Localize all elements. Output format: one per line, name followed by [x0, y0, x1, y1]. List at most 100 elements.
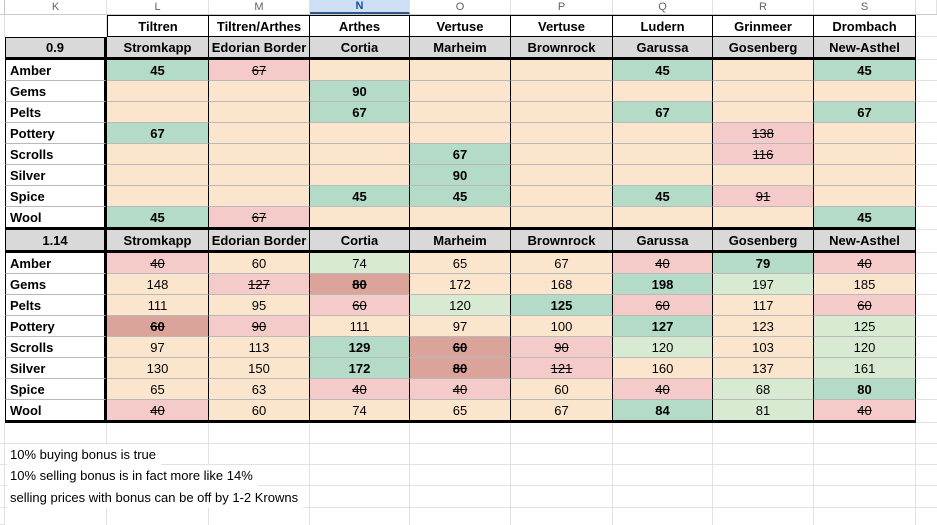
price-cell[interactable]: 60 — [209, 400, 310, 423]
empty-price-cell[interactable] — [814, 123, 916, 144]
column-header-R[interactable]: R — [713, 0, 814, 14]
price-cell[interactable]: 148 — [107, 274, 209, 295]
price-cell[interactable]: 67 — [107, 123, 209, 144]
empty-price-cell[interactable] — [511, 165, 613, 186]
region-cell[interactable]: Tiltren — [107, 15, 209, 37]
price-cell[interactable]: 137 — [713, 358, 814, 379]
region-cell[interactable]: Vertuse — [410, 15, 511, 37]
price-cell[interactable]: 111 — [310, 316, 410, 337]
empty-cell[interactable] — [713, 465, 814, 486]
city-header-cell[interactable]: New-Asthel — [814, 37, 916, 60]
city-header-cell[interactable]: Marheim — [410, 230, 511, 253]
empty-cell[interactable] — [511, 423, 613, 444]
empty-price-cell[interactable] — [107, 102, 209, 123]
empty-cell[interactable] — [814, 465, 916, 486]
good-label-cell[interactable]: Pelts — [5, 295, 107, 316]
empty-cell[interactable] — [814, 444, 916, 465]
price-cell[interactable]: 103 — [713, 337, 814, 358]
empty-price-cell[interactable] — [511, 144, 613, 165]
city-header-cell[interactable]: Brownrock — [511, 230, 613, 253]
price-cell[interactable]: 60 — [511, 379, 613, 400]
empty-cell[interactable] — [410, 444, 511, 465]
city-header-cell[interactable]: Edorian Border — [209, 37, 310, 60]
empty-price-cell[interactable] — [209, 165, 310, 186]
good-label-cell[interactable]: Amber — [5, 60, 107, 81]
price-cell[interactable]: 40 — [107, 253, 209, 274]
price-cell[interactable]: 80 — [814, 379, 916, 400]
price-cell[interactable]: 68 — [713, 379, 814, 400]
empty-price-cell[interactable] — [511, 81, 613, 102]
empty-price-cell[interactable] — [209, 81, 310, 102]
column-header-Q[interactable]: Q — [613, 0, 713, 14]
price-cell[interactable]: 67 — [310, 102, 410, 123]
city-header-cell[interactable]: Cortia — [310, 230, 410, 253]
price-cell[interactable]: 40 — [814, 253, 916, 274]
city-header-cell[interactable]: Gosenberg — [713, 37, 814, 60]
price-cell[interactable]: 97 — [107, 337, 209, 358]
empty-price-cell[interactable] — [107, 81, 209, 102]
empty-price-cell[interactable] — [814, 81, 916, 102]
empty-price-cell[interactable] — [713, 81, 814, 102]
empty-cell[interactable] — [613, 486, 713, 508]
price-cell[interactable]: 67 — [410, 144, 511, 165]
empty-cell[interactable] — [107, 508, 209, 525]
city-header-cell[interactable]: Brownrock — [511, 37, 613, 60]
region-cell[interactable]: Drombach — [814, 15, 916, 37]
empty-price-cell[interactable] — [814, 165, 916, 186]
price-cell[interactable]: 45 — [310, 186, 410, 207]
price-cell[interactable]: 120 — [814, 337, 916, 358]
empty-price-cell[interactable] — [814, 144, 916, 165]
price-cell[interactable]: 185 — [814, 274, 916, 295]
price-cell[interactable]: 121 — [511, 358, 613, 379]
column-header-N[interactable]: N — [310, 0, 410, 14]
empty-cell[interactable] — [5, 15, 107, 37]
empty-price-cell[interactable] — [209, 144, 310, 165]
empty-cell[interactable] — [5, 508, 107, 525]
empty-price-cell[interactable] — [613, 123, 713, 144]
price-cell[interactable]: 84 — [613, 400, 713, 423]
empty-price-cell[interactable] — [511, 102, 613, 123]
empty-cell[interactable] — [713, 444, 814, 465]
city-header-cell[interactable]: Stromkapp — [107, 230, 209, 253]
empty-cell[interactable] — [410, 508, 511, 525]
empty-cell[interactable] — [209, 508, 310, 525]
good-label-cell[interactable]: Spice — [5, 186, 107, 207]
column-header-M[interactable]: M — [209, 0, 310, 14]
empty-price-cell[interactable] — [713, 207, 814, 230]
note-text[interactable]: selling prices with bonus can be off by … — [7, 486, 304, 508]
empty-price-cell[interactable] — [613, 144, 713, 165]
price-cell[interactable]: 81 — [713, 400, 814, 423]
column-header-S[interactable]: S — [814, 0, 916, 14]
price-cell[interactable]: 67 — [511, 253, 613, 274]
good-label-cell[interactable]: Wool — [5, 207, 107, 230]
empty-price-cell[interactable] — [410, 123, 511, 144]
price-cell[interactable]: 123 — [713, 316, 814, 337]
empty-cell[interactable] — [814, 486, 916, 508]
price-cell[interactable]: 97 — [410, 316, 511, 337]
empty-price-cell[interactable] — [410, 207, 511, 230]
column-header-K[interactable]: K — [5, 0, 107, 14]
price-cell[interactable]: 90 — [511, 337, 613, 358]
empty-cell[interactable] — [814, 508, 916, 525]
price-cell[interactable]: 160 — [613, 358, 713, 379]
empty-price-cell[interactable] — [613, 81, 713, 102]
empty-cell[interactable] — [511, 444, 613, 465]
price-cell[interactable]: 80 — [310, 274, 410, 295]
price-cell[interactable]: 40 — [814, 400, 916, 423]
column-header-L[interactable]: L — [107, 0, 209, 14]
city-header-cell[interactable]: Marheim — [410, 37, 511, 60]
empty-cell[interactable] — [511, 465, 613, 486]
price-cell[interactable]: 125 — [511, 295, 613, 316]
empty-price-cell[interactable] — [310, 60, 410, 81]
city-header-cell[interactable]: Cortia — [310, 37, 410, 60]
price-cell[interactable]: 150 — [209, 358, 310, 379]
empty-price-cell[interactable] — [511, 60, 613, 81]
good-label-cell[interactable]: Scrolls — [5, 337, 107, 358]
empty-price-cell[interactable] — [511, 123, 613, 144]
column-header-P[interactable]: P — [511, 0, 613, 14]
empty-cell[interactable] — [410, 423, 511, 444]
price-cell[interactable]: 198 — [613, 274, 713, 295]
price-cell[interactable]: 113 — [209, 337, 310, 358]
price-cell[interactable]: 168 — [511, 274, 613, 295]
price-cell[interactable]: 138 — [713, 123, 814, 144]
